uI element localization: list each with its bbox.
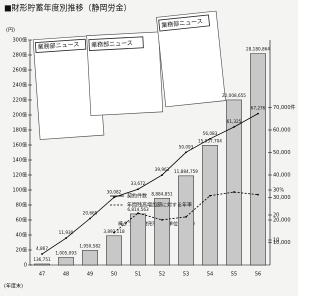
x-tick-label: 49: [87, 272, 93, 278]
series-point: [161, 174, 163, 176]
y-tick-label: 240億: [12, 82, 27, 89]
bar: [226, 100, 241, 265]
y2-tick-label: 30,000: [273, 195, 291, 201]
x-tick-label: 51: [135, 272, 141, 278]
series-point: [41, 253, 43, 255]
clipping: 業務部ニュース: [87, 32, 163, 116]
line-value-label: 4,867: [36, 246, 48, 251]
x-tick-label: 54: [207, 272, 213, 278]
x-tick-label: 55: [231, 272, 237, 278]
bar-value-label: 1,005,093: [55, 250, 77, 255]
series-point: [257, 113, 259, 115]
series-point: [209, 195, 211, 197]
series-point: [185, 151, 187, 153]
y-tick-label: 120億: [12, 172, 27, 179]
series-point: [113, 232, 115, 234]
bar: [106, 236, 121, 265]
series-point: [137, 212, 139, 214]
bar-value-label: 11,884,759: [174, 169, 198, 174]
y2-tick-label: 70,000件: [273, 104, 296, 111]
y-tick-label: 40億: [16, 232, 27, 239]
y-tick-label: 100億: [12, 187, 27, 194]
y-tick-label: 300億: [12, 37, 27, 44]
bar-value-label: 8,884,851: [151, 191, 173, 196]
line-value-label: 39,963: [155, 167, 170, 172]
y-tick-label: 140億: [12, 157, 27, 164]
y-tick-label: 280億: [12, 52, 27, 59]
y-tick-label: 180億: [12, 127, 27, 134]
chart-title: ■財形貯蓄年度別推移（静岡労金）: [4, 3, 132, 13]
line-value-label: 33,672: [131, 181, 146, 186]
y2-tick-label: 60,000: [273, 128, 291, 134]
y3-tick-label: 20: [273, 213, 279, 219]
line-value-label: 56,083: [203, 131, 218, 136]
y3-tick-label: 30%: [273, 188, 284, 194]
bar: [178, 176, 193, 265]
bar-value-label: 1,950,582: [79, 243, 101, 248]
series-point: [65, 237, 67, 239]
y-tick-label: 160億: [12, 142, 27, 149]
y-tick-label: 80億: [16, 202, 27, 209]
bar: [34, 264, 49, 265]
bar: [202, 145, 217, 265]
line-value-label: 67,276: [251, 106, 266, 111]
y2-tick-label: 50,000: [273, 150, 291, 156]
line-value-label: 61,325: [227, 119, 242, 124]
line-value-label: 30,082: [107, 189, 122, 194]
bar: [250, 54, 265, 265]
line-value-label: 50,093: [179, 144, 194, 149]
bar-value-label: 22,008,655: [222, 93, 246, 98]
y-tick-label: 220億: [12, 97, 27, 104]
y-unit: (円): [6, 28, 15, 34]
y-tick-label: 20億: [16, 247, 27, 254]
line-value-label: 11,930: [59, 230, 74, 235]
x-tick-label: 48: [63, 272, 69, 278]
bar: [82, 250, 97, 265]
x-tick-label: 50: [111, 272, 117, 278]
series-point: [137, 188, 139, 190]
series-point: [161, 219, 163, 221]
x-tick-label: 47: [39, 272, 45, 278]
legend-label: 契約件数: [127, 193, 147, 200]
x-tick-label: 56: [255, 272, 261, 278]
chart: ■財形貯蓄年度別推移（静岡労金） (円) (年度末) 業務部ニュース 業務部ニュ…: [0, 0, 298, 296]
page: ■財形貯蓄年度別推移（静岡労金） (円) (年度末) 業務部ニュース 業務部ニュ…: [0, 0, 320, 296]
bar-value-label: 28,180,864: [246, 47, 270, 52]
series-point: [185, 216, 187, 218]
y-tick-label: 200億: [12, 112, 27, 119]
line-value-label: 20,665: [83, 211, 98, 216]
bar: [130, 214, 145, 265]
y2-tick-label: 40,000: [273, 173, 291, 179]
bar-value-label: 136,751: [33, 257, 51, 262]
y-tick-label: 0: [24, 263, 27, 269]
series-point: [209, 138, 211, 140]
series-point: [89, 218, 91, 220]
y-tick-label: 260億: [12, 67, 27, 74]
y3-tick-label: 10: [273, 238, 279, 244]
clipping: 業務部ニュース: [156, 11, 225, 107]
series-point: [113, 196, 115, 198]
y-tick-label: 60億: [16, 217, 27, 224]
bar: [58, 257, 73, 265]
x-tick-label: 52: [159, 272, 165, 278]
series-point: [233, 126, 235, 128]
series-point: [233, 191, 235, 193]
x-label: (年度末): [4, 283, 23, 290]
legend-label: 年間残高増加額に対する年率: [127, 202, 192, 209]
series-point: [257, 194, 259, 196]
x-tick-label: 53: [183, 272, 189, 278]
